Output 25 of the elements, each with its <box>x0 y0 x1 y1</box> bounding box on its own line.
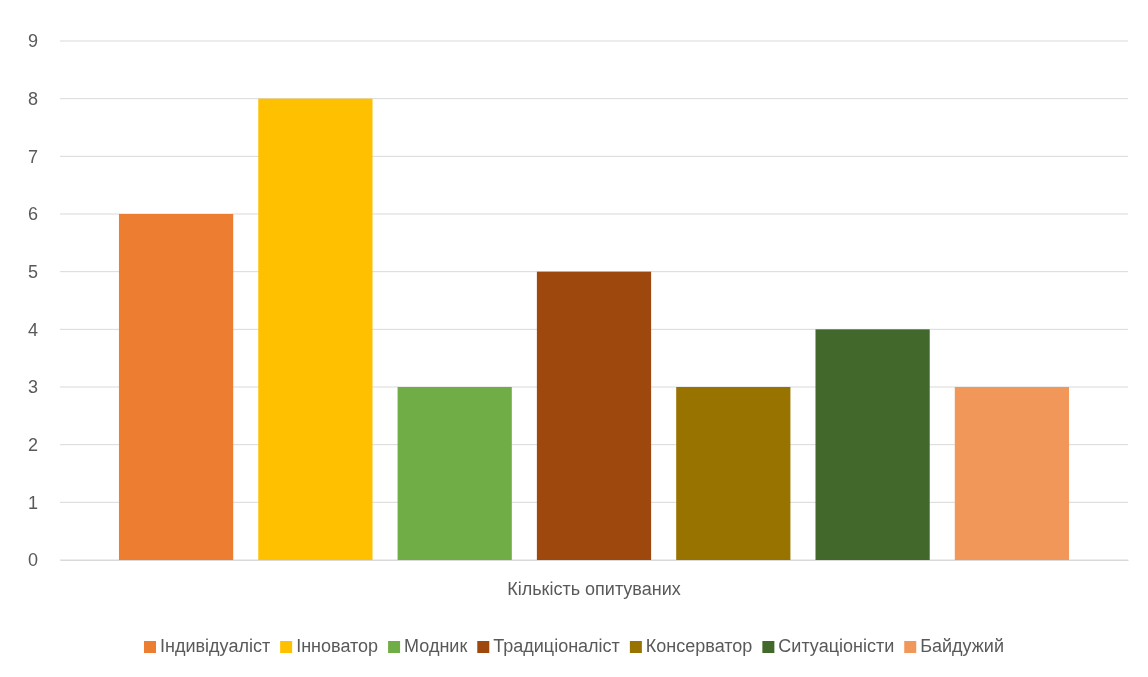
legend-label: Ситуаціоністи <box>778 636 895 656</box>
bar <box>954 387 1070 560</box>
y-tick-label: 0 <box>27 550 38 571</box>
y-tick-label: 2 <box>27 434 38 455</box>
y-tick-label: 8 <box>27 88 38 109</box>
y-tick-label: 6 <box>27 204 38 225</box>
legend-label: Інноватор <box>296 636 379 656</box>
bar <box>536 271 652 560</box>
y-tick-label: 5 <box>27 261 38 282</box>
y-tick-label: 1 <box>27 492 38 513</box>
bar <box>397 387 512 560</box>
legend-label: Модник <box>404 636 468 656</box>
x-tick-label: Кількість опитуваних <box>507 578 681 599</box>
bar <box>815 329 930 560</box>
bar <box>676 387 791 560</box>
y-tick-label: 3 <box>27 377 38 398</box>
bar <box>118 214 234 560</box>
legend-label: Консерватор <box>645 636 753 656</box>
bar <box>258 98 373 560</box>
y-tick-label: 4 <box>27 319 38 340</box>
y-tick-label: 9 <box>27 31 38 52</box>
legend-label: Традиціоналіст <box>493 636 620 656</box>
legend-label: Індивідуаліст <box>160 636 271 656</box>
legend-label: Байдужий <box>920 636 1004 656</box>
y-tick-label: 7 <box>27 146 38 167</box>
